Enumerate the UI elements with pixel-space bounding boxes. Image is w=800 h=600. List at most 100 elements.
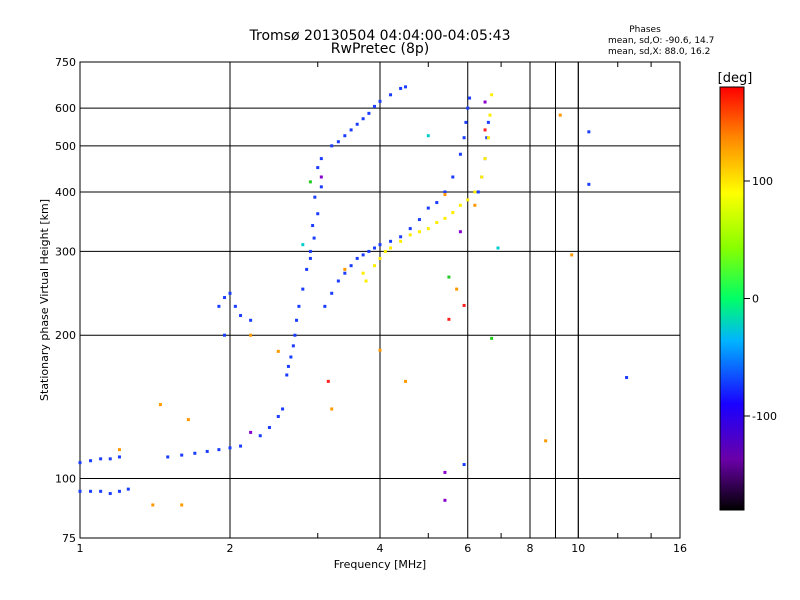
data-point [301, 243, 305, 247]
colorbar-tick-label: 0 [752, 293, 759, 306]
x-tick-labels: 1 2 4 6 8 10 16 [77, 542, 688, 555]
data-point [447, 317, 451, 321]
data-point [458, 152, 462, 156]
data-point [223, 296, 227, 300]
data-point [417, 230, 421, 234]
data-point [286, 364, 290, 368]
data-point [180, 503, 184, 507]
minor-ticks [317, 62, 652, 538]
data-point [426, 206, 430, 210]
data-point [151, 503, 155, 507]
data-point [361, 271, 365, 275]
data-point [378, 348, 382, 352]
data-point [323, 304, 327, 308]
data-point [308, 256, 312, 260]
data-point [435, 201, 439, 205]
data-point [373, 246, 377, 250]
data-point [558, 113, 562, 117]
data-point [403, 379, 407, 383]
data-point [451, 175, 455, 179]
colorbar-tick-label: 100 [752, 175, 773, 188]
data-point [217, 304, 221, 308]
data-point [89, 489, 93, 493]
data-point [217, 448, 221, 452]
data-point [293, 333, 297, 337]
data-point [166, 455, 170, 459]
data-point [295, 318, 299, 322]
x-tick-label: 6 [464, 542, 471, 555]
data-point [488, 113, 492, 117]
phases-heading: Phases [629, 25, 661, 35]
colorbar-tick-label: -100 [752, 410, 777, 423]
data-point [308, 180, 312, 184]
data-point [330, 407, 334, 411]
colorbar-label: [deg] [718, 71, 753, 86]
data-point [126, 487, 130, 491]
y-tick-label: 600 [55, 102, 76, 115]
data-point [158, 403, 162, 407]
phases-stats-o: mean, sd,O: -90.6, 14.7 [608, 36, 714, 46]
x-tick-label: 2 [227, 542, 234, 555]
data-point [355, 122, 359, 126]
data-point [389, 239, 393, 243]
data-point [473, 203, 477, 207]
data-point [485, 136, 489, 140]
data-point [462, 136, 466, 140]
data-point [490, 93, 494, 97]
data-point [408, 227, 412, 231]
y-tick-label: 400 [55, 186, 76, 199]
y-tick-label: 200 [55, 329, 76, 342]
data-point [483, 157, 487, 161]
data-point [447, 275, 451, 279]
data-point [311, 224, 315, 228]
phases-stats-x: mean, sd,X: 88.0, 16.2 [608, 47, 710, 57]
data-point [464, 120, 468, 124]
data-point [312, 236, 316, 240]
data-point [443, 216, 447, 220]
data-point [99, 457, 103, 461]
data-point [473, 190, 477, 194]
data-point [249, 318, 253, 322]
data-point [443, 470, 447, 474]
data-point [193, 451, 197, 455]
data-point [289, 355, 293, 359]
data-point [336, 279, 340, 283]
data-point [249, 333, 253, 337]
data-point [180, 453, 184, 457]
data-point [308, 249, 312, 253]
data-point [78, 489, 82, 493]
data-point [276, 414, 280, 418]
data-point [544, 439, 548, 443]
data-point [496, 246, 500, 250]
data-point [343, 271, 347, 275]
data-point [223, 333, 227, 337]
data-point [408, 233, 412, 237]
data-point [378, 243, 382, 247]
data-point [297, 304, 301, 308]
data-point [364, 279, 368, 283]
data-point [426, 227, 430, 231]
data-point [587, 130, 591, 134]
data-point [458, 203, 462, 207]
colorbar-ticks: 100 0 -100 [744, 175, 777, 423]
data-point [258, 434, 262, 438]
data-point [443, 190, 447, 194]
data-point [483, 128, 487, 132]
data-point [367, 111, 371, 115]
data-point [480, 175, 484, 179]
data-point [383, 249, 387, 253]
data-point [399, 86, 403, 90]
data-point [462, 303, 466, 307]
data-point [291, 344, 295, 348]
data-point [367, 249, 371, 253]
data-point [349, 128, 353, 132]
data-point [458, 230, 462, 234]
data-point [267, 425, 271, 429]
data-point [443, 498, 447, 502]
data-point [570, 253, 574, 257]
data-point [349, 264, 353, 268]
data-point [343, 134, 347, 138]
data-point [249, 430, 253, 434]
data-point [99, 489, 103, 493]
